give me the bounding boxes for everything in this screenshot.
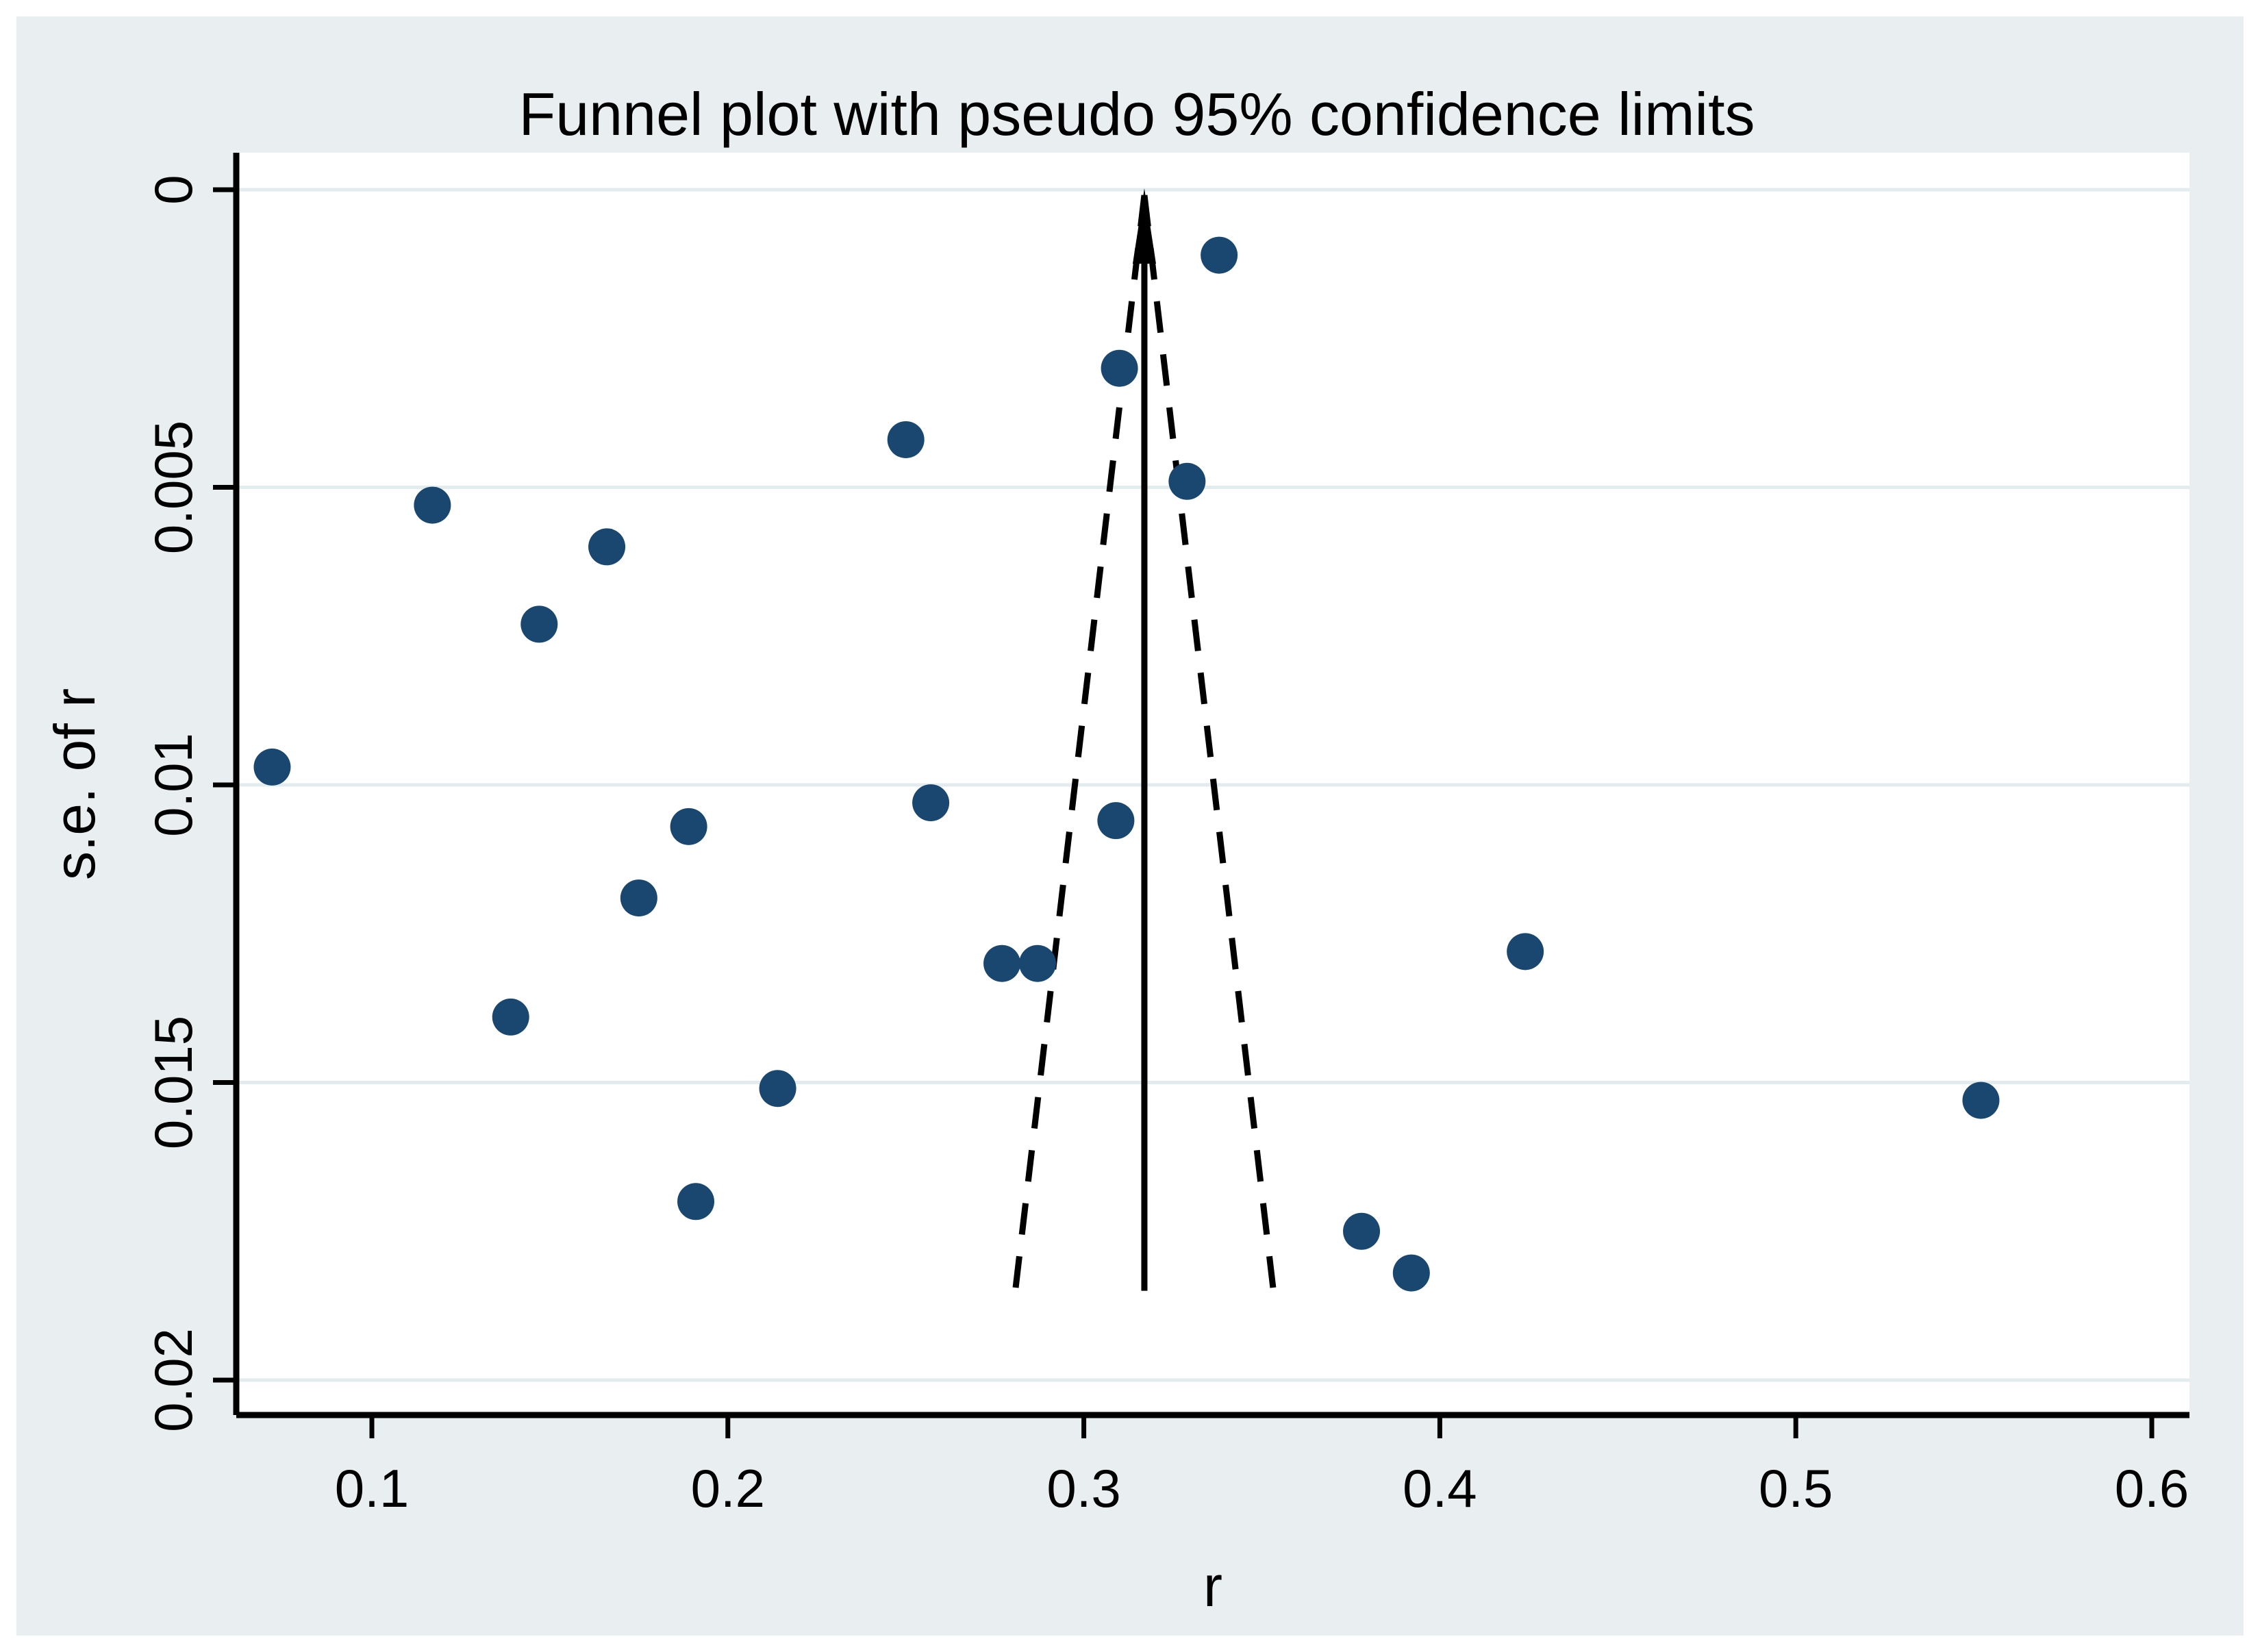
y-tick-label: 0 [143, 175, 203, 204]
data-point [520, 605, 558, 643]
x-tick-label: 0.4 [1403, 1458, 1477, 1518]
chart-title: Funnel plot with pseudo 95% confidence l… [518, 80, 1755, 148]
x-tick-label: 0.2 [691, 1458, 765, 1518]
data-point [253, 748, 291, 786]
arrowhead-icon [1132, 188, 1156, 264]
data-point [1019, 944, 1057, 982]
data-point [912, 784, 950, 822]
data-point [1101, 349, 1138, 387]
y-tick-label: 0.005 [143, 421, 203, 554]
data-point [759, 1070, 796, 1107]
data-point [1168, 462, 1206, 500]
y-tick-label: 0.01 [143, 733, 203, 837]
data-point [620, 879, 657, 917]
data-point [670, 808, 707, 845]
data-point [887, 421, 925, 458]
x-tick-label: 0.1 [335, 1458, 409, 1518]
data-point [588, 528, 626, 566]
y-axis-title: s.e. of r [42, 688, 107, 880]
data-point [677, 1183, 715, 1221]
data-point [414, 486, 451, 524]
data-point [1507, 933, 1544, 971]
y-tick-label: 0.02 [143, 1328, 203, 1432]
data-point [1392, 1254, 1430, 1292]
x-axis-ticks: 0.1 0.2 0.3 0.4 0.5 0.6 [335, 1415, 2189, 1518]
data-point [983, 944, 1021, 982]
data-point [1201, 236, 1238, 274]
data-point [1962, 1081, 2000, 1119]
x-tick-label: 0.5 [1759, 1458, 1833, 1518]
x-tick-label: 0.3 [1046, 1458, 1120, 1518]
funnel-right-dashed-line [1141, 195, 1277, 1292]
data-point [1097, 802, 1135, 840]
data-points [253, 236, 2000, 1292]
y-tick-label: 0.015 [143, 1016, 203, 1149]
y-axis-ticks: 0 0.005 0.01 0.015 0.02 [143, 175, 236, 1432]
x-tick-label: 0.6 [2115, 1458, 2189, 1518]
data-point [492, 998, 529, 1036]
data-point [1343, 1212, 1381, 1250]
x-axis-title: r [1203, 1554, 1222, 1618]
